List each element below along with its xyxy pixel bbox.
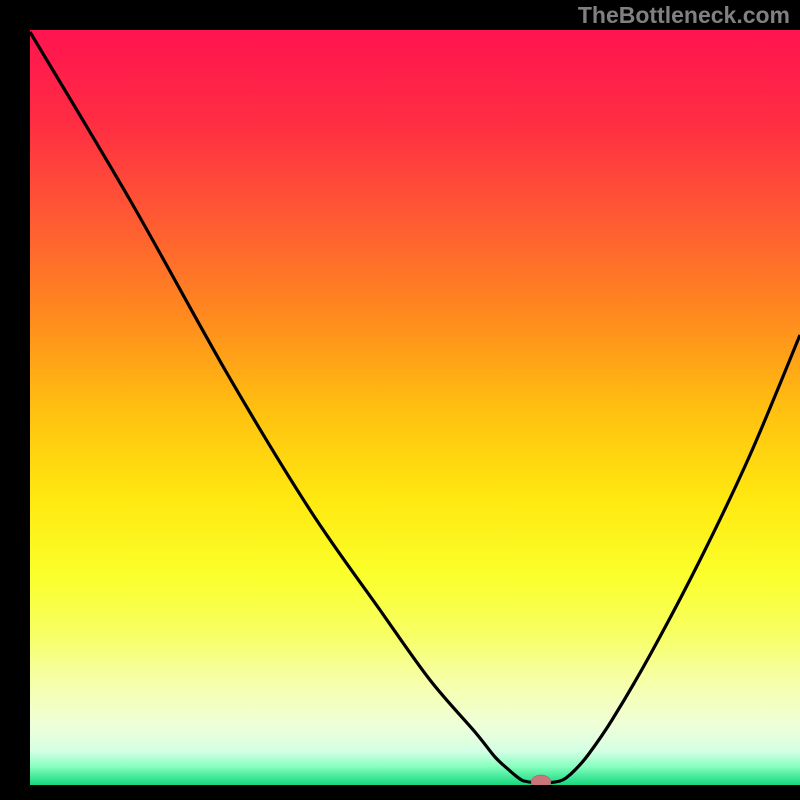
chart-container: TheBottleneck.com: [0, 0, 800, 800]
chart-svg: [0, 0, 800, 800]
plot-background-gradient: [30, 30, 800, 785]
watermark-text: TheBottleneck.com: [578, 2, 790, 29]
